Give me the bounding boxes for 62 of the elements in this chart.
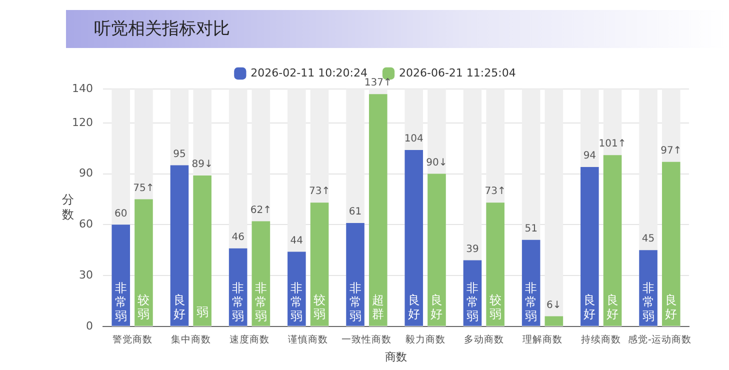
data-label: 90↓ [426,157,448,168]
annotation: 良好 [606,292,619,321]
annotation: 良好 [430,292,443,321]
x-axis-title: 商数 [385,350,407,364]
annotation: 较弱 [138,292,150,321]
x-tick-label: 警觉商数 [112,334,152,346]
annotation: 超群 [372,292,384,321]
data-label: 61 [348,206,362,218]
data-label: 39 [466,244,479,255]
annotation: 良好 [665,292,678,321]
data-label: 60 [114,208,128,220]
x-tick-label: 集中商数 [170,334,211,346]
y-tick-label: 90 [78,166,93,180]
annotation: 非常弱 [642,280,654,323]
annotation: 较弱 [314,292,326,321]
data-label: 6↓ [546,300,562,311]
annotation: 弱 [196,304,208,319]
annotation: 非常弱 [232,280,244,323]
data-label: 45 [642,234,655,245]
y-tick-label: 120 [72,116,93,129]
y-axis-title: 分数 [62,192,74,222]
x-tick-label: 理解商数 [522,334,562,346]
annotation: 良好 [584,292,596,321]
x-tick-label: 持续商数 [581,334,622,346]
data-label: 101↑ [598,138,626,150]
annotation: 非常弱 [114,280,127,323]
annotation: 良好 [408,292,420,321]
annotation: 非常弱 [525,280,538,323]
data-label: 104 [404,134,424,145]
chart-title: 听觉相关指标对比 [66,10,729,48]
x-tick-label: 毅力商数 [405,334,446,346]
data-label: 95 [173,148,186,160]
data-label: 75↑ [133,182,154,194]
x-tick-label: 一致性商数 [342,334,392,346]
data-label: 51 [524,224,538,235]
y-tick-label: 30 [78,268,93,282]
data-label: 73↑ [484,186,506,198]
data-label: 137↑ [364,78,392,89]
data-label: 89↓ [192,159,213,170]
x-tick-label: 谨慎商数 [288,334,328,346]
data-label: 62↑ [250,204,272,216]
y-tick-label: 140 [72,82,93,95]
annotation: 非常弱 [466,280,478,323]
legend-label: 2026-06-21 11:25:04 [399,66,516,80]
data-label: 94 [583,150,596,162]
bar [368,94,388,326]
data-label: 97↑ [660,146,682,157]
data-label: 44 [290,235,304,246]
annotation: 非常弱 [290,280,303,323]
x-tick-label: 感觉-运动商数 [628,334,692,346]
annotation: 非常弱 [349,280,362,323]
legend-label: 2026-02-11 10:20:24 [250,66,368,80]
data-label: 46 [232,232,244,243]
bar [544,316,564,326]
x-tick-label: 多动商数 [464,334,504,346]
x-tick-label: 速度商数 [229,334,270,346]
annotation: 良好 [173,292,186,321]
y-tick-label: 0 [86,319,93,332]
y-tick-label: 60 [78,218,93,231]
annotation: 非常弱 [254,280,267,323]
data-label: 73↑ [308,186,330,198]
annotation: 较弱 [489,292,502,321]
